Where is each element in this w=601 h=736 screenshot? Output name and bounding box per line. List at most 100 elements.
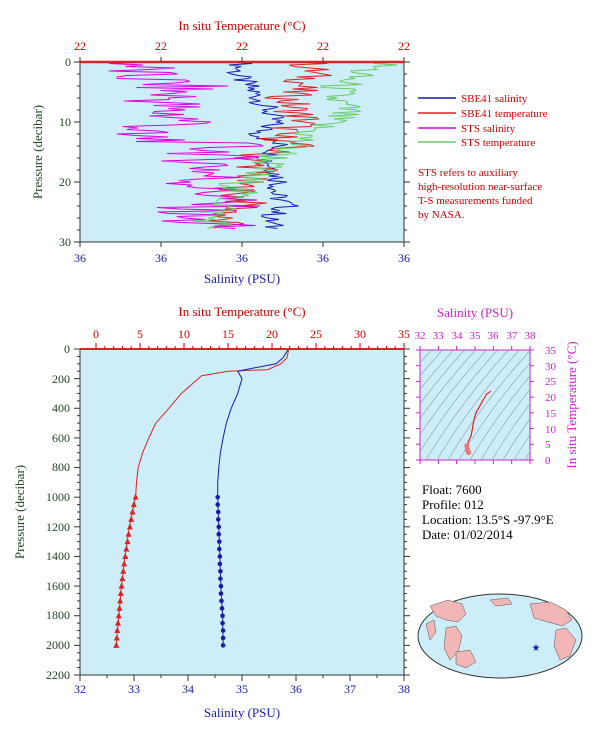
main-pressure-tick-label: 1200 — [46, 520, 70, 534]
salinity-marker — [217, 539, 222, 544]
main-pressure-tick-label: 1400 — [46, 549, 70, 563]
legend-label: SBE41 salinity — [461, 93, 528, 105]
salinity-marker — [215, 502, 220, 507]
location-map: ★ — [417, 593, 583, 679]
salinity-marker — [216, 524, 222, 530]
legend-note-line: high-resolution near-surface — [418, 181, 542, 193]
main-temp-tick-label: 25 — [310, 327, 322, 341]
series-line-sts-salinity — [108, 61, 264, 229]
density-contour — [469, 375, 530, 460]
near-surface-plot-area — [79, 61, 405, 243]
density-contour — [436, 350, 520, 460]
density-contour — [420, 350, 454, 390]
temperature-marker — [129, 508, 136, 515]
map-land — [425, 597, 577, 669]
ts-salinity-tick-label: 34 — [452, 330, 464, 342]
series-line-sbe41-salinity — [225, 61, 299, 229]
top-salinity-tick-label: 36 — [155, 251, 167, 265]
density-contour — [420, 350, 443, 377]
salinity-marker — [218, 568, 223, 574]
full-profile-plot-area — [79, 348, 405, 676]
temperature-marker — [128, 515, 135, 522]
salinity-marker — [218, 576, 223, 581]
temperature-marker — [124, 538, 131, 545]
top-pressure-tick-label: 10 — [59, 115, 71, 129]
density-contour — [513, 434, 530, 460]
salinity-marker — [216, 531, 222, 537]
density-contour — [502, 418, 530, 460]
main-salinity-tick-label: 32 — [74, 682, 86, 696]
ts-diagram-content — [416, 346, 534, 464]
profile-date: Date: 01/02/2014 — [422, 527, 513, 542]
near-surface-ticks — [74, 57, 410, 247]
top-salinity-tick-label: 36 — [74, 251, 86, 265]
main-pressure-tick-label: 2000 — [46, 638, 70, 652]
main-temp-tick-label: 10 — [178, 327, 190, 341]
temperature-marker — [130, 501, 137, 508]
top-temp-tick-label: 22 — [398, 39, 410, 53]
top-pressure-tick-label: 30 — [59, 235, 71, 249]
main-pressure-tick-label: 600 — [52, 431, 70, 445]
top-salinity-axis-label: Salinity (PSU) — [204, 271, 280, 286]
main-temperature-axis-label: In situ Temperature (°C) — [178, 304, 305, 319]
density-contour — [480, 388, 530, 460]
temperature-marker — [115, 612, 122, 619]
full-profile-curves — [113, 348, 290, 648]
ts-temp-tick-label: 10 — [545, 424, 557, 436]
density-contour — [447, 350, 530, 460]
salinity-marker — [215, 517, 221, 522]
top-salinity-tick-label: 36 — [398, 251, 410, 265]
temperature-marker — [132, 493, 139, 500]
temperature-marker — [113, 634, 120, 641]
temperature-marker — [123, 545, 130, 552]
temperature-marker — [121, 560, 128, 567]
series-line-sbe41-temperature — [208, 61, 332, 229]
density-contour — [420, 350, 465, 405]
ts-temp-tick-label: 20 — [545, 392, 557, 404]
density-contour — [425, 350, 509, 460]
temperature-marker — [113, 641, 120, 648]
ts-temp-tick-label: 35 — [545, 345, 557, 357]
main-pressure-tick-label: 0 — [64, 342, 70, 356]
main-temp-tick-label: 20 — [266, 327, 278, 341]
ts-temp-tick-label: 15 — [545, 408, 557, 420]
temperature-marker — [119, 575, 126, 582]
salinity-marker — [220, 620, 225, 626]
main-salinity-tick-label: 35 — [236, 682, 248, 696]
main-salinity-tick-label: 34 — [182, 682, 194, 696]
main-pressure-tick-label: 1600 — [46, 579, 70, 593]
full-profile-panel: In situ Temperature (°C) 0 5 10 15 20 25… — [12, 304, 410, 720]
salinity-marker — [215, 494, 220, 500]
legend-label: SBE41 temperature — [461, 108, 548, 120]
temperature-marker — [115, 619, 121, 626]
main-pressure-tick-label: 1000 — [46, 490, 70, 504]
ts-salinity-tick-label: 37 — [507, 330, 519, 342]
full-profile-ticks — [74, 343, 410, 681]
ts-salinity-tick-label: 33 — [433, 330, 445, 342]
density-contour — [420, 350, 476, 420]
ts-salinity-tick-label: 38 — [525, 330, 537, 342]
temperature-marker — [117, 597, 124, 604]
salinity-marker — [217, 561, 223, 567]
main-temp-tick-label: 15 — [222, 327, 234, 341]
main-salinity-tick-label: 36 — [290, 682, 302, 696]
top-pressure-axis-label: Pressure (decibar) — [30, 105, 45, 199]
ts-deep-point — [466, 450, 472, 456]
series-line-sts-temperature — [191, 61, 398, 229]
ts-temp-tick-label: 0 — [545, 455, 551, 467]
ts-salinity-axis-label: Salinity (PSU) — [437, 305, 513, 320]
main-temp-tick-label: 30 — [354, 327, 366, 341]
near-surface-curves — [108, 61, 398, 229]
main-temp-tick-label: 35 — [398, 327, 410, 341]
temperature-marker — [117, 590, 124, 596]
temperature-marker — [120, 567, 127, 574]
float-location-marker: ★ — [532, 643, 541, 654]
top-salinity-tick-label: 36 — [236, 251, 248, 265]
temperature-marker — [116, 604, 123, 611]
ts-diagram-panel: Salinity (PSU) 32 33 34 35 36 37 38 0 5 … — [415, 305, 580, 469]
salinity-marker — [220, 643, 226, 648]
location: Location: 13.5°S -97.9°E — [422, 512, 554, 527]
density-contour — [458, 362, 530, 460]
ts-temp-tick-label: 30 — [545, 361, 557, 373]
